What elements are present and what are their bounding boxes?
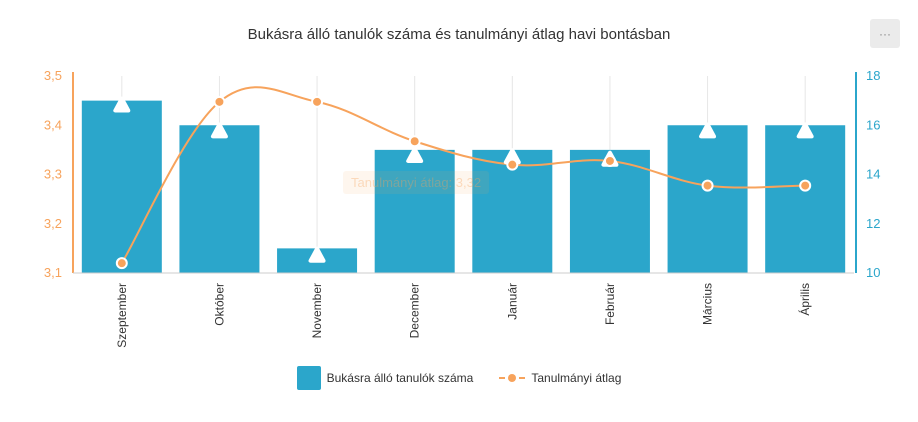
- line-point[interactable]: [115, 257, 128, 270]
- x-tick-label: Január: [505, 283, 519, 320]
- x-tick-label: November: [310, 283, 324, 338]
- bar[interactable]: [569, 149, 650, 273]
- triangle-marker: [212, 123, 227, 137]
- right-tick-label: 16: [866, 117, 880, 132]
- triangle-marker: [700, 123, 715, 137]
- triangle-marker: [407, 148, 422, 161]
- bar[interactable]: [667, 125, 748, 273]
- right-tick-label: 12: [866, 216, 880, 231]
- right-tick-label: 18: [866, 68, 880, 83]
- line-point[interactable]: [701, 179, 714, 192]
- triangle-marker: [310, 248, 324, 261]
- right-tick-label: 14: [866, 167, 880, 182]
- line-point[interactable]: [311, 95, 324, 108]
- tooltip-ghost: Tanulmányi átlag: 3,32: [343, 171, 490, 194]
- legend-item-line[interactable]: Tanulmányi átlag: [499, 371, 621, 385]
- x-tick-label: Október: [212, 283, 226, 326]
- triangle-marker: [115, 97, 129, 111]
- bar[interactable]: [765, 125, 846, 273]
- legend-item-bars[interactable]: Bukásra álló tanulók száma: [296, 366, 474, 390]
- left-tick-label: 3,2: [44, 216, 62, 231]
- bar[interactable]: [81, 100, 162, 273]
- left-tick-label: 3,4: [44, 117, 62, 132]
- line-point[interactable]: [408, 135, 421, 148]
- line-point[interactable]: [603, 154, 616, 167]
- triangle-marker: [798, 123, 812, 137]
- legend-line-label: Tanulmányi átlag: [531, 371, 622, 385]
- line-point[interactable]: [799, 179, 812, 192]
- right-tick-label: 10: [866, 265, 880, 280]
- x-tick-label: December: [408, 283, 422, 338]
- bar[interactable]: [179, 125, 260, 273]
- chart-menu-button[interactable]: ···: [870, 19, 900, 48]
- x-tick-label: Szeptember: [115, 283, 129, 348]
- x-tick-label: Február: [603, 283, 617, 325]
- chart-title: Bukásra álló tanulók száma és tanulmányi…: [247, 26, 671, 43]
- legend-bar-label: Bukásra álló tanulók száma: [326, 371, 474, 385]
- x-tick-label: Április: [797, 283, 812, 316]
- left-tick-label: 3,3: [44, 167, 62, 182]
- bar[interactable]: [374, 149, 455, 273]
- legend: Bukásra álló tanulók száma Tanulmányi át…: [0, 366, 918, 390]
- line-point[interactable]: [213, 95, 226, 108]
- x-tick-label: Március: [701, 283, 715, 325]
- left-tick-label: 3,1: [44, 265, 62, 280]
- legend-line-swatch: [499, 373, 526, 383]
- legend-bar-swatch: [296, 366, 321, 390]
- line-point[interactable]: [506, 158, 519, 171]
- left-tick-label: 3,5: [44, 68, 62, 83]
